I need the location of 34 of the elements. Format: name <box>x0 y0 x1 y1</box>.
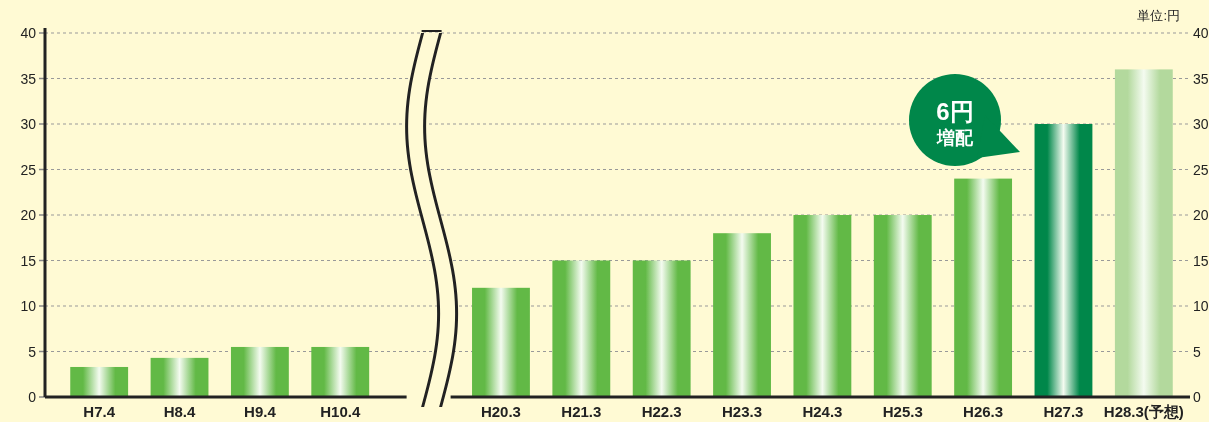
x-tick-label: H20.3 <box>480 403 521 420</box>
y2-tick-label: 0 <box>1193 389 1201 405</box>
x-tick-label: H28.3(予想) <box>1103 403 1184 420</box>
y-tick-label: 20 <box>20 207 37 223</box>
y2-tick-label: 30 <box>1193 116 1209 132</box>
y2-tick-label: 10 <box>1193 298 1209 314</box>
y2-tick-label: 5 <box>1193 343 1201 360</box>
x-tick-label: H26.3 <box>963 403 1004 420</box>
x-tick-label: H23.3 <box>722 403 763 420</box>
x-tick-label: H27.3 <box>1043 403 1084 420</box>
x-tick-label: H10.4 <box>320 403 361 420</box>
y-tick-label: 10 <box>20 298 37 314</box>
y-tick-label: 5 <box>28 343 37 360</box>
x-tick-label: H22.3 <box>641 403 682 420</box>
y-tick-label: 30 <box>20 116 37 132</box>
text: 単位:円 <box>1137 8 1180 23</box>
x-tick-label: H25.3 <box>882 403 923 420</box>
annotation: 6円 <box>936 98 974 125</box>
y-tick-label: 0 <box>28 389 37 405</box>
annotation: 増配 <box>936 127 974 148</box>
y2-tick-label: 25 <box>1193 161 1209 178</box>
y-tick-label: 35 <box>20 70 37 87</box>
y-tick-label: 25 <box>20 161 37 178</box>
x-tick-label: H8.4 <box>163 403 197 420</box>
x-tick-label: H21.3 <box>561 403 602 420</box>
x-tick-label: H7.4 <box>83 403 116 420</box>
x-tick-label: H24.3 <box>802 403 843 420</box>
y2-tick-label: 15 <box>1193 252 1209 269</box>
y2-tick-label: 20 <box>1193 207 1209 223</box>
x-tick-label: H9.4 <box>244 403 277 420</box>
y-tick-label: 15 <box>20 252 37 269</box>
y-tick-label: 40 <box>20 25 37 41</box>
y2-tick-label: 40 <box>1193 25 1209 41</box>
y2-tick-label: 35 <box>1193 70 1209 87</box>
